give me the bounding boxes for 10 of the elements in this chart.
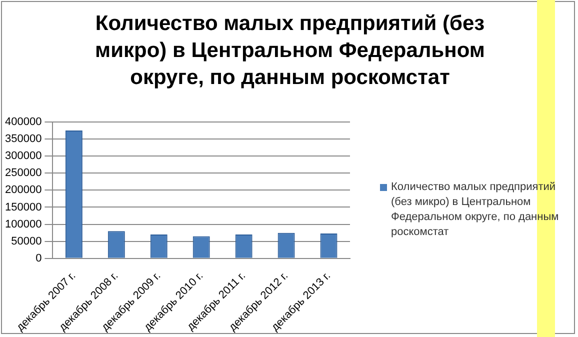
chart-title: Количество малых предприятий (без микро) в Центральном Федеральном округе, по данным роскомстат	[94, 11, 486, 91]
y-tick-label: 50000	[11, 235, 42, 248]
y-tick-label: 100000	[4, 218, 42, 230]
y-tick-label: 400000	[4, 116, 42, 128]
y-tick-label: 150000	[4, 201, 42, 214]
y-tick-label: 350000	[4, 133, 42, 146]
y-tick-label: 200000	[4, 184, 42, 196]
y-tick-label: 300000	[4, 150, 42, 162]
y-tick-label: 250000	[4, 167, 42, 180]
y-tick-label: 0	[36, 252, 42, 264]
